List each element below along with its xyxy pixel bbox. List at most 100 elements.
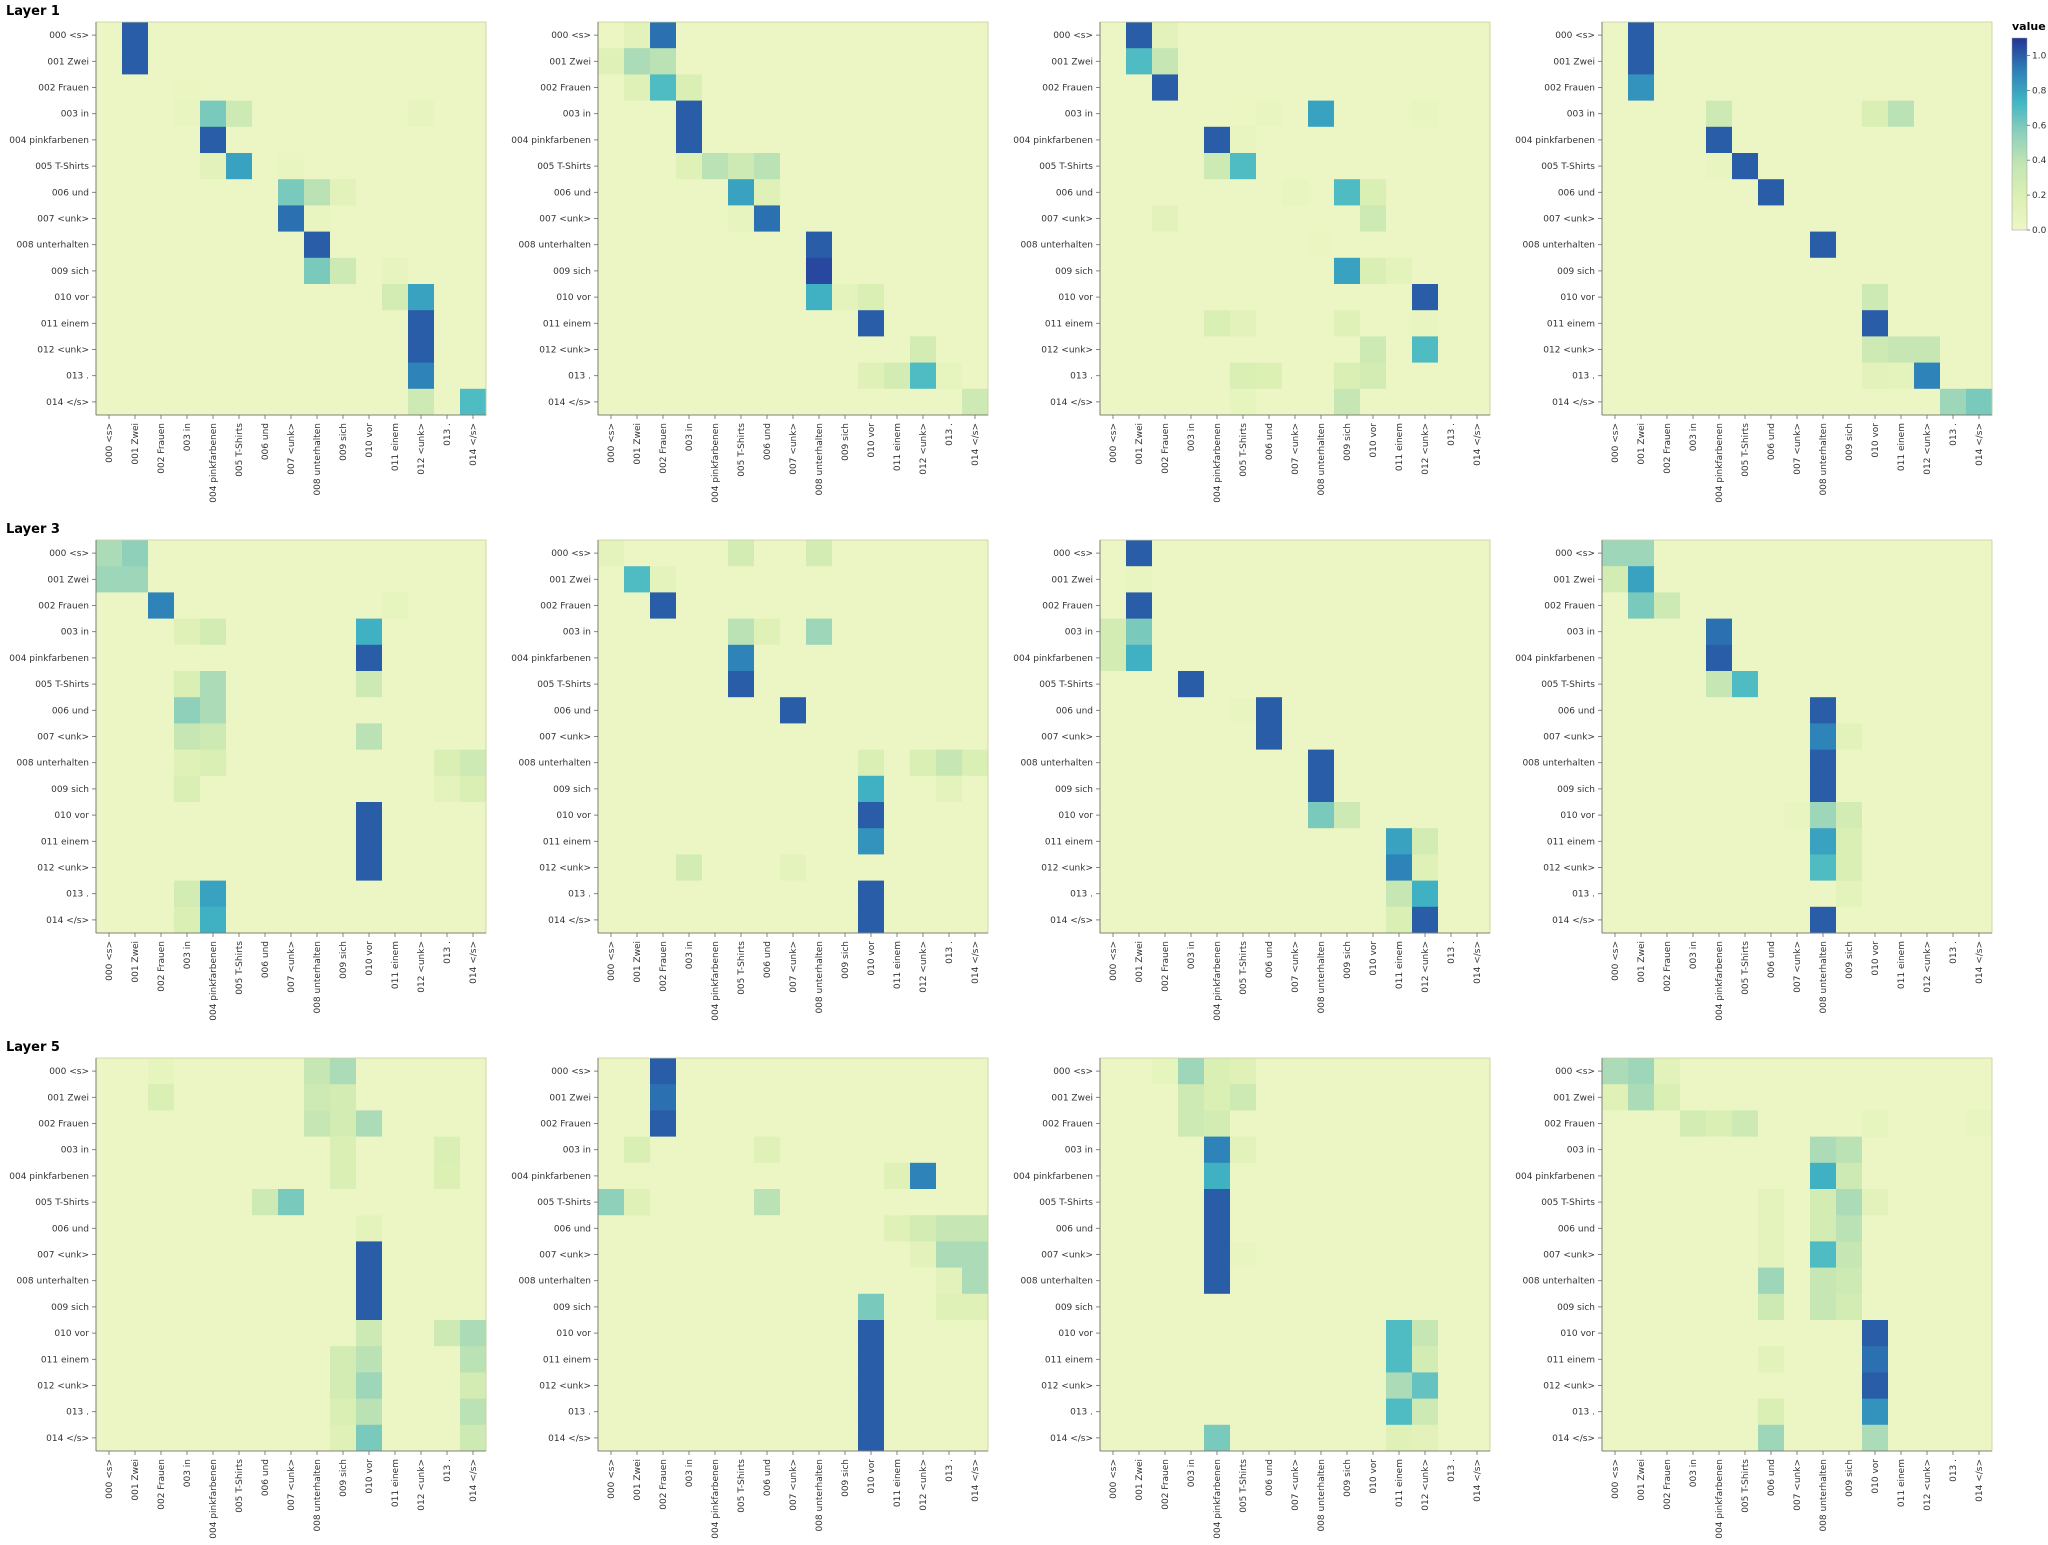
heatmap-cell [780,1267,807,1295]
heatmap-cell [226,644,253,672]
heatmap-cell [1230,1162,1257,1190]
heatmap-cell [598,749,625,777]
heatmap-cell [1654,1162,1681,1190]
heatmap-cell [858,22,885,49]
heatmap-cell [806,540,833,567]
heatmap-cell [1282,48,1309,75]
heatmap-cell [1386,802,1413,829]
heatmap-cell [1628,48,1655,75]
heatmap-cell [278,644,305,672]
y-tick-label: 007 <unk> [37,215,89,225]
y-tick-label: 003 in [563,110,591,120]
heatmap-cell [1386,126,1413,154]
heatmap-cell [858,906,885,934]
heatmap-cell [1360,906,1387,934]
heatmap-cell [408,592,435,619]
heatmap-cell [226,775,253,803]
heatmap-cell [832,22,859,49]
heatmap-cell [434,1058,461,1085]
heatmap-cell [1256,880,1283,908]
heatmap-cell [278,1162,305,1190]
heatmap-cell [1914,1293,1941,1321]
heatmap-cell [382,1293,409,1321]
heatmap-cell [148,880,175,908]
x-tick-label: 001 Zwei [1135,423,1145,465]
heatmap-cell [728,880,755,908]
heatmap-cell [382,1398,409,1426]
heatmap-cell [780,1293,807,1321]
heatmap-cell [702,1372,729,1399]
heatmap-cell [1126,1058,1153,1085]
heatmap-cell [702,618,729,646]
heatmap-cell [1836,388,1863,416]
heatmap-cell [1334,854,1361,881]
heatmap-cell [356,48,383,75]
heatmap-cell [1152,205,1179,232]
heatmap-cell [1810,388,1837,416]
heatmap-cell [1732,618,1759,646]
heatmap-cell [1784,22,1811,49]
heatmap-cell [910,388,937,416]
x-tick-label: 004 pinkfarbenen [209,423,219,503]
heatmap-cell [624,74,651,101]
heatmap-cell [1654,1267,1681,1295]
heatmap-cell [330,828,357,855]
heatmap-cell [1888,854,1915,881]
heatmap-cell [962,1267,989,1295]
heatmap-cell [382,644,409,672]
heatmap-cell [1256,540,1283,567]
heatmap-cell [910,74,937,101]
heatmap-cell [1758,566,1785,593]
heatmap-cell [1940,336,1967,363]
heatmap-cell [1966,723,1993,750]
heatmap-cell [460,100,487,128]
heatmap-cell [200,74,227,101]
heatmap-cell [806,257,833,285]
heatmap-cell [1230,644,1257,672]
heatmap-cell [252,775,279,803]
heatmap-cell [910,854,937,881]
heatmap-cell [252,1058,279,1085]
heatmap-cell [1282,1293,1309,1321]
heatmap-cell [702,1110,729,1137]
heatmap-cell [200,284,227,311]
heatmap-cell [1758,802,1785,829]
x-tick-label: 003 in [685,1459,695,1487]
heatmap-cell [1126,1241,1153,1268]
heatmap-cell [122,362,149,390]
heatmap-cell [122,231,149,259]
x-tick-label: 010 vor [867,941,877,976]
heatmap-cell [434,231,461,259]
y-tick-label: 009 sich [553,267,591,277]
heatmap-cell [174,1110,201,1137]
heatmap-cell [1628,388,1655,416]
heatmap-cell [1464,1241,1491,1268]
heatmap-cell [1914,1162,1941,1190]
heatmap-cell [858,100,885,128]
heatmap-cell [1230,618,1257,646]
heatmap-cell [408,1110,435,1137]
y-tick-label: 013 . [568,1408,591,1418]
heatmap-cell [1438,1267,1465,1295]
heatmap-cell [226,618,253,646]
heatmap-cell [728,1058,755,1085]
heatmap-cell [884,749,911,777]
heatmap-cell [1230,1267,1257,1295]
heatmap-cell [96,1110,123,1137]
heatmap-cell [1914,48,1941,75]
heatmap-cell [1732,48,1759,75]
heatmap-cell [858,749,885,777]
heatmap-cell [1412,1058,1439,1085]
x-tick-label: 013 . [945,1459,955,1482]
heatmap-cell [1836,906,1863,934]
heatmap-cell [1360,749,1387,777]
x-tick-label: 003 in [1187,1459,1197,1487]
heatmap-cell [832,126,859,154]
heatmap-cell [1464,671,1491,698]
heatmap-cell [96,775,123,803]
heatmap-cell [1230,749,1257,777]
heatmap-cell [1706,310,1733,337]
heatmap-cell [1334,362,1361,390]
heatmap-cell [676,1424,703,1452]
heatmap-cell [1100,336,1127,363]
